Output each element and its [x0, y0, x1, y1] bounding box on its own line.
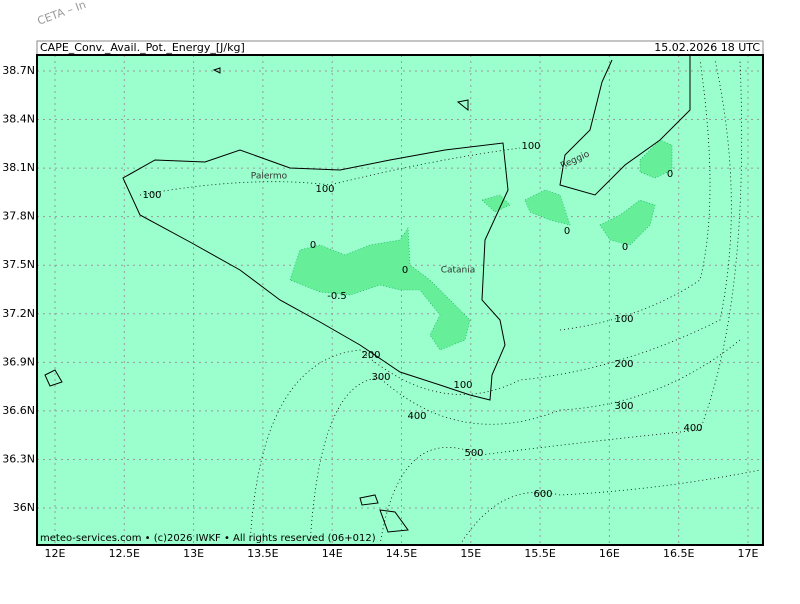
lon-label: 16E	[599, 547, 620, 560]
coastlines	[44, 55, 691, 533]
map-frame	[36, 54, 764, 546]
contour-label: 500	[464, 448, 483, 459]
lat-label: 36.9N	[2, 355, 35, 368]
cape-area	[524, 189, 571, 226]
cape-area	[481, 194, 511, 213]
islands	[44, 67, 469, 533]
contour-label: 0	[667, 169, 673, 180]
contour-label: 300	[614, 401, 633, 412]
city-label: Catania	[441, 266, 476, 276]
sicily-coast	[122, 142, 509, 401]
map-area	[37, 55, 763, 545]
lat-label: 37.8N	[2, 210, 35, 223]
lon-label: 12E	[45, 547, 66, 560]
contour-label: 400	[683, 423, 702, 434]
contour-label: 100	[315, 184, 334, 195]
contour-label: 600	[533, 489, 552, 500]
contour-label: 100	[614, 314, 633, 325]
lon-label: 13E	[183, 547, 204, 560]
city-label: Palermo	[251, 172, 288, 182]
cape-area	[289, 227, 471, 351]
lat-label: 36.6N	[2, 404, 35, 417]
lon-label: 14E	[322, 547, 343, 560]
cape-areas	[289, 139, 673, 351]
lon-label: 13.5E	[247, 547, 278, 560]
lon-label: 12.5E	[109, 547, 140, 560]
contour-label: 100	[453, 380, 472, 391]
contour-label: 0	[622, 242, 628, 253]
lat-label: 38.1N	[2, 161, 35, 174]
lat-label: 36N	[13, 501, 35, 514]
contour-label: 100	[142, 190, 161, 201]
contour-label: 200	[361, 350, 380, 361]
lat-label: 37.5N	[2, 258, 35, 271]
lon-label: 17E	[738, 547, 759, 560]
lon-label: 15E	[460, 547, 481, 560]
contour	[379, 59, 743, 546]
cape-area	[639, 139, 673, 179]
contour-label: 400	[407, 411, 426, 422]
contours	[139, 59, 761, 546]
contour-label: 0	[402, 265, 408, 276]
cape-area	[599, 199, 656, 246]
lat-label: 38.7N	[2, 64, 35, 77]
lat-label: 37.2N	[2, 307, 35, 320]
contour-label: 0	[564, 226, 570, 237]
calabria-coast	[559, 55, 691, 196]
contour-label: 200	[614, 359, 633, 370]
lat-label: 36.3N	[2, 452, 35, 465]
header-title: CAPE_Conv._Avail._Pot._Energy_[J/kg]	[40, 41, 245, 54]
contour-label: 0	[310, 240, 316, 251]
lat-label: 38.4N	[2, 113, 35, 126]
contour-label: 100	[521, 141, 540, 152]
lon-label: 14.5E	[386, 547, 417, 560]
lon-label: 16.5E	[663, 547, 694, 560]
contour-label: -0.5	[327, 291, 347, 302]
lon-label: 15.5E	[524, 547, 555, 560]
header-valid: 15.02.2026 18 UTC	[654, 41, 760, 54]
footer: meteo-services.com • (c)2026 IWKF • All …	[40, 533, 376, 544]
contour-label: 300	[371, 372, 390, 383]
watermark: CETA – In	[36, 0, 88, 28]
